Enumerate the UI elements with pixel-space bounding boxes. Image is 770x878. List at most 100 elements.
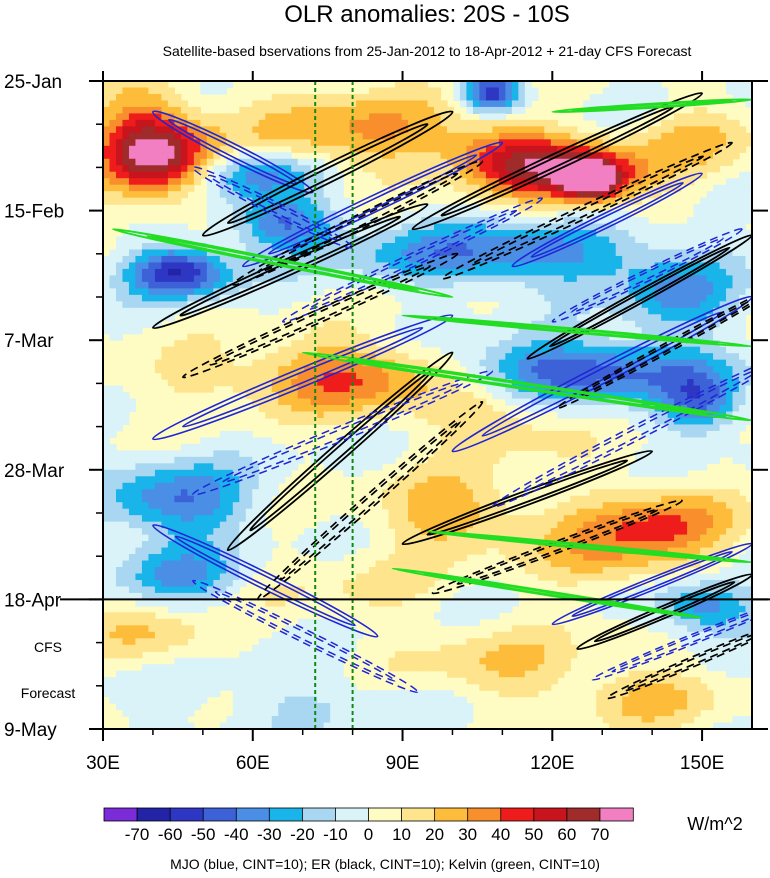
heatmap-cell [258,469,266,477]
heatmap-cell [252,210,260,218]
heatmap-cell [122,567,130,575]
heatmap-cell [103,677,111,685]
heatmap-cell [511,664,519,672]
heatmap-cell [109,106,117,114]
heatmap-cell [148,139,156,147]
heatmap-cell [408,379,416,387]
heatmap-cell [505,515,513,523]
heatmap-cell [466,502,474,510]
heatmap-cell [115,696,124,704]
heatmap-cell [317,541,325,549]
heatmap-cell [421,579,429,588]
heatmap-cell [369,430,377,438]
heatmap-cell [245,223,253,231]
heatmap-cell [356,243,364,251]
heatmap-cell [336,450,344,458]
heatmap-cell [187,262,195,270]
heatmap-cell [174,476,182,484]
heatmap-cell [304,275,312,283]
heatmap-cell [433,106,442,114]
heatmap-cell [291,716,299,724]
heatmap-cell [128,463,137,471]
heatmap-cell [278,703,286,711]
heatmap-cell [518,93,526,102]
heatmap-cell [459,554,468,562]
heatmap-cell [304,119,312,127]
heatmap-cell [239,243,247,251]
heatmap-cell [258,294,266,302]
heatmap-cell [414,113,422,121]
heatmap-cell [433,255,442,264]
heatmap-cell [472,586,481,594]
heatmap-cell [232,521,240,529]
heatmap-cell [161,664,169,672]
heatmap-cell [446,618,455,626]
heatmap-cell [505,145,513,153]
heatmap-cell [356,106,364,114]
heatmap-cell [122,476,130,484]
heatmap-cell [343,119,351,127]
heatmap-cell [213,456,221,464]
heatmap-cell [453,320,461,328]
heatmap-cell [459,288,468,296]
heatmap-cell [537,197,545,205]
heatmap-cell [459,100,468,108]
heatmap-cell [219,217,227,225]
heatmap-cell [161,709,169,717]
heatmap-cell [154,100,163,108]
heatmap-cell [466,158,474,166]
heatmap-cell [524,638,532,646]
heatmap-cell [388,722,396,729]
heatmap-cell [167,346,175,354]
heatmap-cell [239,197,247,205]
heatmap-cell [161,729,168,736]
heatmap-cell [141,191,150,199]
heatmap-cell [161,243,169,251]
heatmap-cell [408,236,416,244]
heatmap-cell [245,385,253,393]
heatmap-cell [206,81,214,89]
heatmap-cell [427,320,435,328]
heatmap-cell [304,243,312,251]
heatmap-cell [284,398,292,406]
heatmap-cell [479,119,487,127]
heatmap-cell [317,677,325,685]
heatmap-cell [356,385,364,393]
heatmap-cell [511,437,519,445]
heatmap-cell [537,664,545,672]
heatmap-cell [291,262,299,270]
heatmap-cell [154,294,163,302]
heatmap-cell [148,152,156,160]
heatmap-cell [414,255,422,264]
heatmap-cell [421,294,429,302]
heatmap-cell [206,210,214,218]
heatmap-cell [336,651,344,659]
heatmap-cell [382,450,390,458]
heatmap-cell [265,722,273,729]
heatmap-cell [115,249,124,257]
heatmap-cell [135,243,143,251]
heatmap-cell [531,171,539,179]
heatmap-cell [206,249,214,257]
heatmap-cell [297,392,305,400]
heatmap-cell [485,541,493,549]
heatmap-cell [433,664,442,672]
heatmap-cell [408,696,416,704]
heatmap-cell [148,722,156,729]
heatmap-cell [193,521,201,529]
heatmap-cell [518,87,526,95]
heatmap-cell [148,81,156,89]
heatmap-cell [433,651,442,659]
heatmap-cell [472,262,481,270]
heatmap-cell [128,547,137,555]
heatmap-cell [388,573,396,581]
heatmap-cell [524,657,532,665]
heatmap-cell [537,171,545,179]
heatmap-cell [395,288,403,296]
heatmap-cell [284,236,292,244]
heatmap-cell [485,651,493,659]
heatmap-cell [362,534,370,542]
heatmap-cell [485,605,493,613]
heatmap-cell [446,709,455,717]
heatmap-cell [193,573,201,581]
